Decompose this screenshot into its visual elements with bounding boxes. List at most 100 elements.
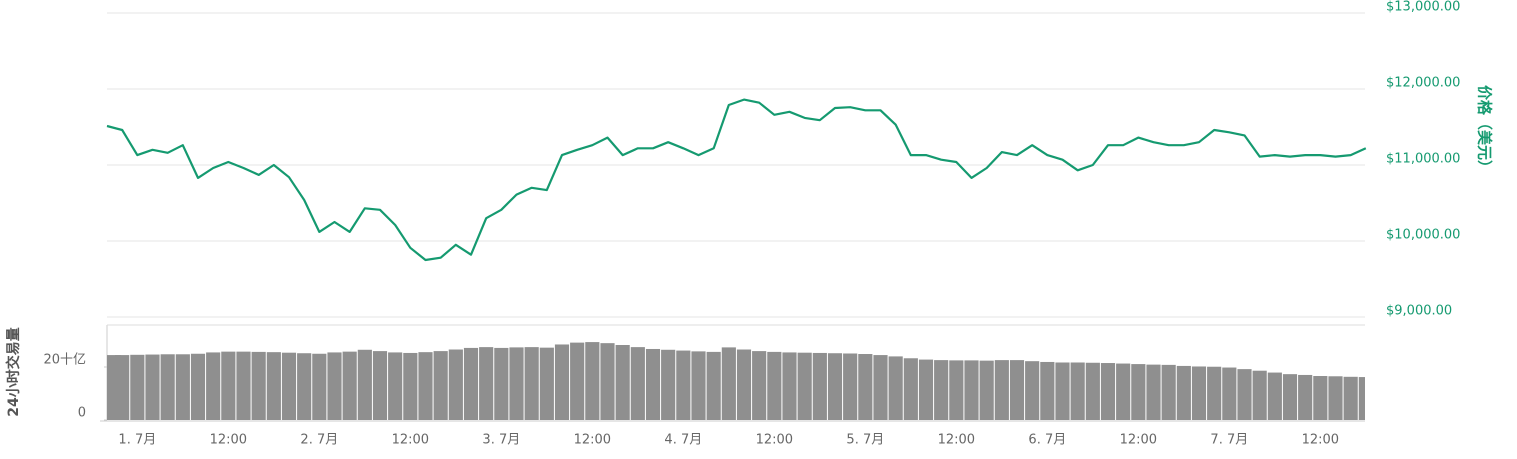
y2-tick-label: $12,000.00 [1386, 76, 1460, 91]
volume-bar [388, 352, 403, 420]
volume-bar [206, 352, 221, 420]
volume-bar [1131, 364, 1146, 420]
volume-bar [918, 359, 934, 420]
volume-bar [115, 355, 130, 420]
volume-bar [645, 348, 661, 420]
volume-bar [1252, 370, 1267, 420]
volume-bar [418, 352, 433, 420]
volume-bar [949, 360, 964, 420]
volume-bar [524, 347, 539, 420]
volume-bar [1207, 366, 1222, 420]
price-line [106, 98, 1367, 262]
x-tick-label: 12:00 [210, 433, 247, 448]
volume-bar [1025, 361, 1040, 420]
volume-bar [327, 352, 342, 420]
volume-bar [721, 347, 736, 420]
volume-bar [979, 360, 994, 420]
y-tick-label: 0 [78, 406, 86, 421]
x-tick-label: 2. 7月 [300, 433, 338, 448]
volume-bar [1055, 362, 1070, 420]
volume-bar [403, 352, 418, 420]
volume-bar [934, 360, 949, 420]
volume-bar [372, 351, 388, 420]
y2-tick-label: $11,000.00 [1386, 152, 1460, 167]
volume-bar [1282, 374, 1298, 420]
y2-tick-label: $10,000.00 [1386, 228, 1460, 243]
volume-bar [357, 349, 372, 420]
volume-bar [843, 353, 858, 420]
volume-bar [1313, 376, 1328, 420]
x-tick-label: 12:00 [1302, 433, 1339, 448]
volume-bar [964, 360, 979, 420]
volume-bar [615, 345, 630, 420]
x-tick-label: 12:00 [1120, 433, 1157, 448]
y2-axis-title: 价格（美元） [1476, 85, 1494, 175]
volume-bar [312, 353, 327, 420]
volume-bar [297, 353, 312, 420]
volume-bar [251, 351, 266, 420]
volume-bar [1222, 367, 1237, 420]
volume-bar [342, 351, 357, 420]
volume-bar [1267, 372, 1282, 420]
volume-bar [1328, 376, 1343, 420]
volume-bar [1161, 364, 1176, 420]
x-tick-label: 3. 7月 [482, 433, 520, 448]
volume-bar [706, 351, 721, 420]
volume-bar [570, 342, 585, 420]
volume-bar [630, 347, 645, 420]
volume-bar [266, 352, 281, 420]
volume-bar [1146, 364, 1161, 420]
volume-bar [1100, 363, 1116, 420]
volume-bar [1116, 363, 1131, 420]
volume-bar [1343, 376, 1358, 420]
volume-bar [554, 344, 570, 420]
x-tick-label: 12:00 [392, 433, 429, 448]
volume-bar [1040, 361, 1055, 420]
x-tick-label: 12:00 [574, 433, 611, 448]
y2-tick-label: $9,000.00 [1386, 304, 1452, 319]
volume-bar [676, 350, 691, 420]
volume-bar [600, 343, 615, 420]
volume-bar [539, 347, 554, 420]
volume-bar [190, 353, 206, 420]
volume-bar [782, 352, 797, 420]
volume-bar [752, 351, 767, 420]
volume-bar [479, 347, 494, 420]
volume-bar [585, 342, 600, 420]
volume-bar [160, 354, 175, 420]
volume-bar [281, 352, 297, 420]
volume-bar [994, 360, 1009, 420]
volume-bar [1176, 365, 1191, 420]
volume-bar [494, 347, 509, 420]
volume-bar [736, 349, 752, 420]
volume-bar [1009, 360, 1025, 420]
x-tick-label: 4. 7月 [664, 433, 702, 448]
volume-bar [1191, 366, 1207, 420]
volume-bar [888, 356, 903, 420]
x-tick-label: 7. 7月 [1210, 433, 1248, 448]
volume-bar [858, 354, 873, 420]
y-axis-title: 24小时交易量 [5, 327, 22, 416]
volume-bar [873, 355, 888, 420]
x-tick-label: 6. 7月 [1028, 433, 1066, 448]
volume-bar [827, 353, 843, 420]
y2-tick-label: $13,000.00 [1386, 0, 1460, 15]
volume-bar [433, 351, 448, 420]
volume-bar [767, 351, 782, 420]
volume-bar [661, 349, 676, 420]
volume-bar [797, 352, 812, 420]
x-tick-label: 1. 7月 [118, 433, 156, 448]
volume-bar [221, 351, 236, 420]
volume-bar [1085, 362, 1100, 420]
volume-bar [509, 347, 524, 420]
volume-bar [1237, 369, 1252, 420]
volume-bar [1298, 374, 1313, 420]
volume-bar [1358, 377, 1365, 420]
volume-bar [130, 354, 145, 420]
volume-bar [903, 358, 918, 420]
volume-bar [236, 351, 251, 420]
volume-bar [463, 347, 479, 420]
volume-bar [1070, 362, 1085, 420]
y-tick-label: 20十亿 [43, 353, 86, 368]
